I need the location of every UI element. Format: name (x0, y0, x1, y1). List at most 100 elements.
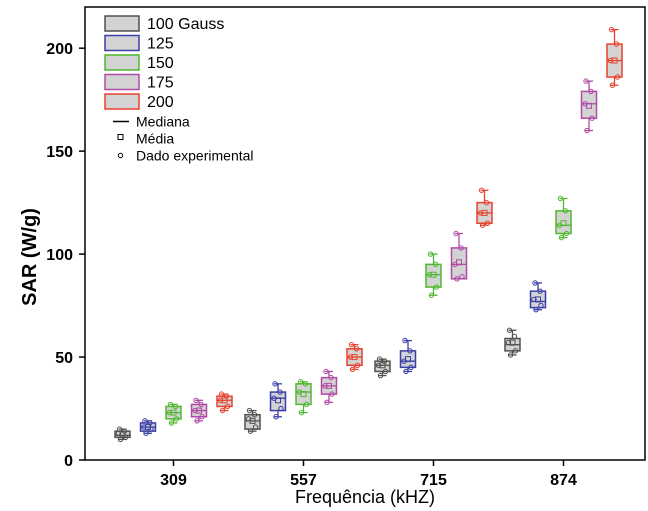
data-point (324, 399, 330, 406)
legend-label: Mediana (136, 114, 190, 130)
data-point (452, 261, 458, 268)
data-point (558, 234, 565, 241)
data-point (512, 348, 519, 354)
data-point (198, 401, 204, 408)
data-point (402, 337, 408, 344)
data-point (614, 74, 621, 80)
box-plot (399, 337, 417, 375)
data-point (427, 251, 434, 257)
legend-swatch (104, 54, 140, 71)
data-point (613, 41, 620, 47)
data-point (302, 381, 309, 387)
box (555, 210, 572, 235)
data-point (296, 389, 303, 395)
data-point (607, 57, 614, 64)
data-point (562, 208, 569, 214)
data-point (537, 288, 543, 294)
data-point (433, 284, 440, 290)
plot-frame (84, 6, 646, 461)
legend-label: 150 (147, 55, 174, 72)
data-point (401, 358, 407, 364)
box (580, 90, 598, 119)
box-plot (529, 280, 547, 313)
data-point (273, 414, 279, 420)
data-point (173, 416, 180, 422)
x-tick-label: 557 (290, 472, 317, 489)
data-point (459, 274, 465, 280)
data-point (584, 127, 590, 134)
data-point (428, 292, 435, 298)
data-point (143, 430, 149, 436)
legend-label: Dado experimental (136, 148, 254, 164)
data-point (511, 333, 518, 340)
box-plot (216, 391, 233, 414)
data-point (533, 306, 539, 313)
data-point (376, 356, 383, 362)
box-plot (165, 401, 182, 426)
data-point (532, 280, 538, 286)
box-plot (139, 418, 157, 436)
data-point (375, 362, 382, 368)
x-tick-label: 309 (160, 472, 187, 489)
legend-swatch (104, 34, 140, 52)
data-point (381, 358, 388, 364)
data-point (426, 271, 433, 278)
x-axis-label: Frequência (kHZ) (295, 487, 435, 507)
data-point (408, 364, 414, 371)
data-point (322, 383, 328, 389)
data-point (147, 420, 153, 426)
data-point (272, 381, 278, 387)
data-point (347, 354, 354, 360)
data-point (199, 414, 205, 420)
data-point (477, 210, 484, 216)
box-plot (504, 327, 521, 358)
data-point (407, 348, 413, 354)
box-plot (244, 407, 261, 434)
data-point (557, 195, 564, 202)
box-plot (425, 251, 442, 298)
legend-label: 175 (147, 75, 174, 92)
legend-label: Média (136, 131, 174, 147)
legend-label: 100 Gauss (147, 16, 224, 33)
mean-marker (326, 382, 332, 389)
data-point (432, 261, 439, 268)
data-point (484, 220, 491, 226)
data-point (141, 424, 147, 430)
data-point (167, 401, 174, 408)
data-point (328, 374, 334, 381)
box-plot (190, 397, 208, 424)
data-point (582, 101, 588, 107)
box-plot (476, 187, 493, 228)
data-point (588, 88, 594, 95)
data-point (277, 389, 283, 395)
data-point (609, 82, 616, 88)
legend-swatch (104, 15, 140, 32)
box-plot (320, 368, 338, 406)
box-plot (295, 379, 312, 416)
data-point (217, 397, 224, 403)
legend-mean-icon (117, 134, 124, 140)
legend-swatch (104, 93, 140, 110)
box-plot (450, 230, 468, 282)
mean-marker (481, 209, 488, 216)
data-point (122, 434, 129, 441)
data-point (531, 296, 537, 303)
x-tick-label: 874 (550, 472, 577, 489)
data-point (349, 366, 356, 373)
box-plot (606, 26, 623, 88)
data-point (298, 409, 305, 416)
data-point (563, 230, 570, 237)
legend-label: 200 (147, 94, 174, 111)
data-point (556, 222, 563, 228)
mean-marker (535, 296, 541, 303)
data-point (116, 426, 123, 432)
data-point (192, 407, 198, 414)
data-point (121, 428, 128, 434)
y-tick-label: 200 (46, 41, 73, 58)
box-plot (114, 426, 131, 443)
legend-swatch (104, 73, 140, 91)
box-plot (580, 78, 598, 134)
mean-marker (430, 271, 437, 278)
data-point (453, 230, 459, 237)
y-tick-label: 50 (55, 350, 73, 367)
